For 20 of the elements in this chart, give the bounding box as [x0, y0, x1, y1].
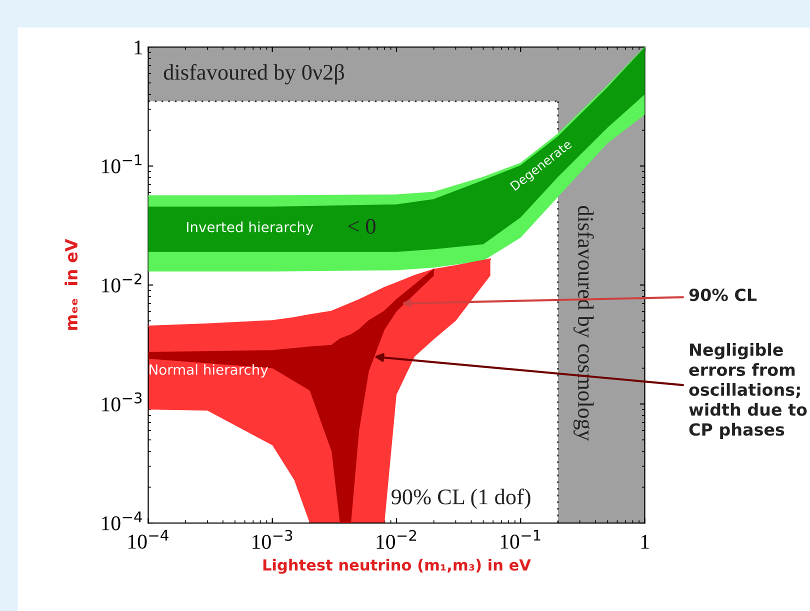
x-axis-title: Lightest neutrino (m₁,m₃) in eV	[263, 558, 531, 574]
y-tick-label: 10$^{−3}$	[102, 392, 142, 412]
x-tick-label: 10$^{−1}$	[500, 530, 540, 549]
y-tick-label: 10$^{−4}$	[102, 512, 142, 530]
y-tick-label: 1	[134, 40, 142, 54]
annotation: < 0	[348, 218, 376, 234]
annotation: 90% CL (1 dof)	[392, 488, 530, 509]
x-tick-label: 1	[641, 534, 649, 549]
y-tick-label: 10$^{−1}$	[102, 154, 142, 174]
annotation: 90% CL	[689, 288, 757, 302]
annotation: Inverted hierarchy	[186, 222, 314, 235]
x-tick-label: 10$^{−4}$	[128, 530, 168, 549]
band-label: disfavoured by 0ν2β	[164, 64, 344, 84]
band-label: disfavoured by cosmology	[573, 206, 594, 441]
y-tick-label: 10$^{−2}$	[102, 273, 142, 292]
annotation: Negligible errors from oscillations; width due to CP phases	[689, 343, 807, 440]
annotation: Normal hierarchy	[150, 364, 268, 378]
x-tick-label: 10$^{−3}$	[252, 530, 292, 549]
y-axis-title: mₑₑ in eV	[64, 238, 78, 330]
x-tick-label: 10$^{−2}$	[376, 530, 416, 549]
